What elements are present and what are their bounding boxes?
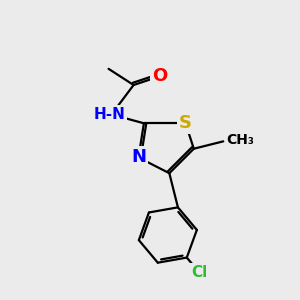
Text: H-N: H-N bbox=[94, 107, 125, 122]
Text: O: O bbox=[152, 67, 168, 85]
Text: CH₃: CH₃ bbox=[226, 133, 254, 147]
Text: Cl: Cl bbox=[191, 265, 207, 280]
Text: S: S bbox=[179, 114, 192, 132]
Text: N: N bbox=[131, 148, 146, 166]
